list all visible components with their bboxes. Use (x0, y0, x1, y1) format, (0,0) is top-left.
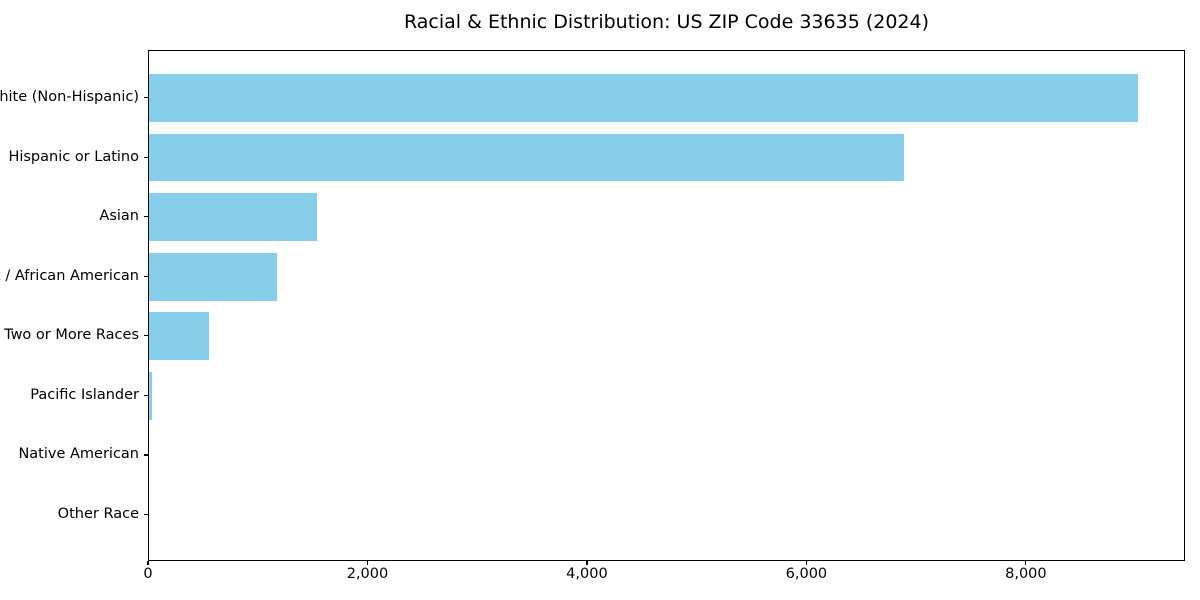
x-tick-4-000 (586, 561, 588, 565)
y-tick-asian (144, 216, 148, 218)
chart-title: Racial & Ethnic Distribution: US ZIP Cod… (403, 11, 930, 33)
x-tick-6-000 (805, 561, 807, 565)
y-tick-label-other-race: Other Race (57, 505, 139, 522)
plot-area (148, 50, 1185, 561)
x-tick-8-000 (1025, 561, 1027, 565)
y-tick-pacific-islander (144, 394, 148, 397)
bar-white-non-hispanic (149, 74, 1139, 122)
x-tick-label-0: 0 (143, 566, 153, 582)
y-tick-label-native-american: Native American (18, 446, 139, 463)
y-tick-black-african-american (144, 275, 148, 277)
y-tick-label-pacific-islander: Pacific Islander (30, 386, 139, 403)
y-tick-label-asian: Asian (99, 208, 139, 225)
y-tick-hispanic-or-latino (144, 156, 148, 158)
x-tick-label-4-000: 4,000 (566, 566, 608, 582)
x-tick-label-6-000: 6,000 (785, 566, 828, 582)
bar-hispanic-or-latino (149, 133, 904, 182)
bar-asian (149, 193, 317, 241)
y-tick-label-white-non-hispanic: White (Non-Hispanic) (0, 89, 139, 106)
y-tick-label-black-african-american: Black / African American (0, 267, 139, 284)
x-tick-2-000 (366, 561, 369, 565)
y-tick-two-or-more-races (144, 335, 148, 337)
y-tick-label-hispanic-or-latino: Hispanic or Latino (8, 148, 139, 165)
bar-pacific-islander (149, 372, 153, 420)
y-tick-native-american (144, 454, 148, 456)
x-tick-label-8-000: 8,000 (1005, 566, 1047, 582)
y-tick-white-non-hispanic (144, 97, 148, 99)
bar-two-or-more-races (149, 312, 210, 361)
x-tick-label-2-000: 2,000 (346, 566, 389, 582)
y-tick-label-two-or-more-races: Two or More Races (4, 327, 139, 344)
bar-black-african-american (149, 252, 277, 301)
y-tick-other-race (144, 513, 148, 516)
x-tick-0 (147, 561, 149, 565)
